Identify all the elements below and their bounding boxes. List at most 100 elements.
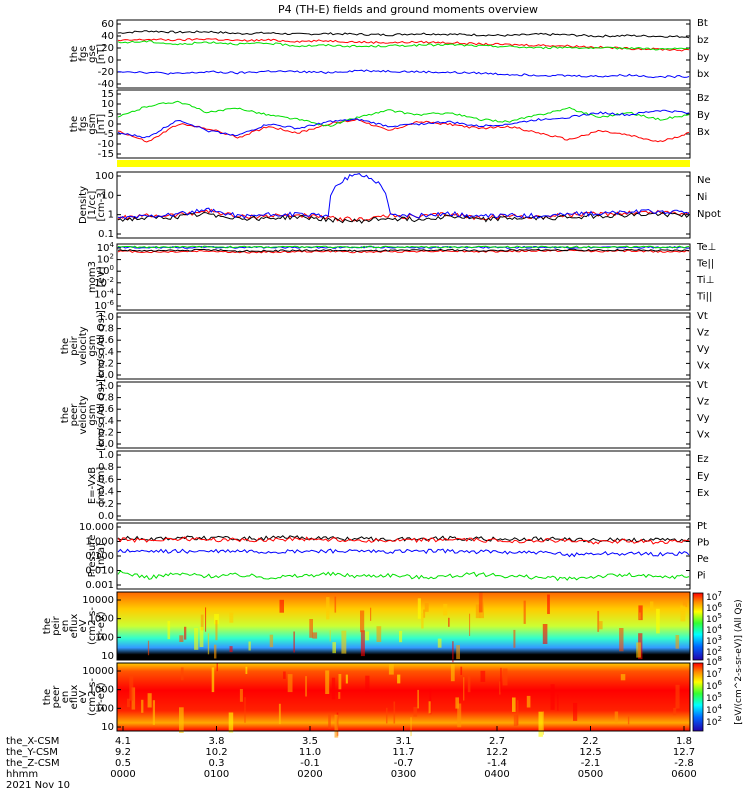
spectrogram-streak — [393, 701, 396, 724]
panel-frame — [116, 19, 691, 89]
spectrogram-fill — [117, 663, 690, 731]
spectrogram-streak — [127, 698, 130, 708]
spectrogram-streak — [639, 612, 641, 620]
spectrogram-streak — [443, 603, 448, 616]
spectrogram-streak — [312, 632, 318, 639]
series-by — [117, 40, 690, 51]
ylabel-line: fgs — [78, 46, 89, 61]
spectrogram-streak — [682, 600, 688, 607]
spectrogram-streak — [542, 711, 544, 735]
panel-7: 10.0001.0000.1000.0100.001Pressure[nPa]P… — [79, 521, 709, 591]
ytick-label: 0.001 — [85, 580, 114, 591]
spectrogram-streak — [239, 689, 243, 702]
ylabel-line: fgs — [78, 116, 89, 131]
spectrogram-streak — [376, 626, 382, 642]
spectrogram-streak — [215, 620, 218, 641]
ytick-label: -10 — [98, 139, 114, 150]
legend-bx: bx — [697, 69, 709, 80]
ylabel: thefgsgsm[nT] — [69, 113, 107, 134]
time-tick-hhmm: 0500 — [578, 769, 603, 780]
ytick-label: 0.6 — [98, 404, 114, 415]
ylabel-line: the — [60, 407, 71, 423]
spectrogram-streak — [334, 714, 339, 738]
spectrogram-streak — [167, 620, 171, 640]
spectrogram-streak — [309, 619, 313, 638]
ytick-label: 1.0 — [98, 312, 114, 323]
time-tick-x: 3.5 — [302, 736, 318, 747]
ytick-label: 10 — [101, 651, 114, 662]
date-label: 2021 Nov 10 — [6, 780, 70, 791]
spectrogram-0: 10000 1000 100 10 thepeirenefluxeV(cm2-s-sr-… — [42, 591, 691, 663]
ylabel-line: (cm2-s- — [87, 607, 98, 645]
ytick-exponent: 4 — [110, 241, 115, 249]
spectrogram-streak — [526, 695, 531, 708]
ytick-label: 10000 — [82, 666, 114, 677]
colorbar-tick-exponent: 7 — [717, 590, 721, 598]
spectrogram-streak — [480, 670, 486, 682]
spectrogram-streak — [365, 675, 370, 693]
spectrogram-streak — [456, 645, 460, 660]
time-row-label: the_X-CSM — [6, 736, 59, 747]
legend-Ey: Ey — [697, 471, 709, 482]
spectrogram-streak — [228, 712, 234, 733]
spectrogram-streak — [331, 677, 336, 700]
spectrogram-streak — [365, 631, 370, 641]
legend-Pi: Pi — [697, 571, 706, 582]
series-By — [117, 100, 690, 127]
panel-3: 10410210010-210-410-6mom3[eV]Te⊥Te||Ti⊥T… — [87, 241, 716, 312]
spectrogram-fill — [117, 592, 690, 660]
ylabel-line: mom3 — [87, 261, 98, 293]
ytick-label: 0.010 — [85, 566, 114, 577]
legend-Ne: Ne — [697, 175, 711, 186]
spectrogram-streak — [386, 707, 388, 724]
panel-frame — [116, 381, 691, 449]
panel-frame — [116, 312, 691, 380]
ytick-label: 10000 — [82, 595, 114, 606]
spectrogram-streak — [199, 626, 204, 647]
spectrogram-streak — [619, 628, 624, 652]
spectrogram-streak — [141, 699, 144, 713]
legend-Bz: Bz — [697, 93, 709, 104]
ytick-label: 10 — [101, 722, 114, 733]
legend-Ni: Ni — [697, 192, 707, 203]
ytick-exponent: -4 — [107, 287, 115, 295]
ylabel-line: peer — [51, 685, 62, 709]
ylabel: thepeerenefluxeV(cm2-s-sr-eV) — [42, 678, 107, 716]
ytick-exponent: -6 — [107, 299, 115, 307]
legend-Vz: Vz — [697, 328, 709, 339]
ylabel-line: [nT] — [96, 44, 107, 64]
spectrogram-streak — [620, 674, 626, 681]
legend-Vt: Vt — [697, 380, 708, 391]
spectrogram-panels: 10000100010010thepeirenefluxeV(cm2-s-sr-… — [42, 591, 691, 738]
ylabel-line: [nT] — [96, 114, 107, 134]
ylabel: mom3[eV] — [87, 261, 107, 293]
ylabel-line: the — [42, 689, 53, 705]
panel-2: 100 10 1 0.1 Density[1/cc][cm-3] Ne Ni Npot — [78, 171, 721, 240]
spectrogram-streak — [147, 693, 152, 708]
spectrogram-streak — [229, 612, 234, 623]
spectrogram-streak — [179, 707, 184, 733]
spectrogram-streak — [332, 642, 336, 654]
spectrogram-streak — [437, 638, 442, 648]
figure-title: P4 (TH-E) fields and ground moments over… — [278, 3, 538, 16]
spectrogram-streak — [305, 676, 307, 697]
spectrogram-streak — [450, 664, 455, 682]
ylabel-line: eflux — [69, 685, 80, 710]
spectrogram-streak — [502, 668, 508, 686]
spectrogram-streak — [413, 706, 418, 717]
panel-frame — [116, 243, 691, 311]
ytick-label: 0 — [108, 119, 114, 130]
spectrogram-streak — [614, 711, 619, 723]
spectrogram-streak — [469, 613, 471, 636]
time-tick-y: 12.2 — [486, 747, 508, 758]
colorbar-label: [eV/(cm^2-s-sr-eV)] (All Qs) — [734, 599, 744, 724]
spectrogram-streak — [423, 609, 426, 618]
spectrogram-streak — [557, 694, 559, 711]
legend-Pb: Pb — [697, 538, 709, 549]
colorbar-tick-exponent: 4 — [717, 703, 722, 711]
spectrogram-streak — [131, 687, 136, 710]
time-tick-hhmm: 0200 — [297, 769, 322, 780]
ylabel-line: velocity — [78, 395, 89, 434]
legend-Ex: Ex — [697, 488, 709, 499]
